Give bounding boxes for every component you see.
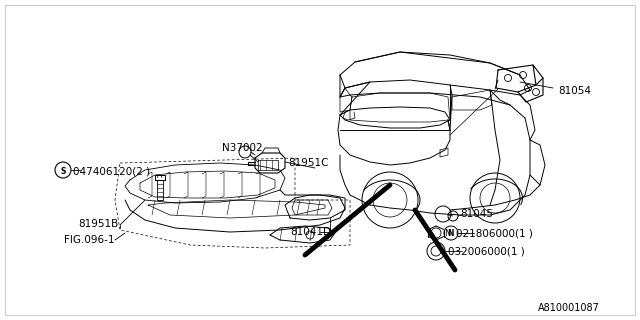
Text: N: N [448, 229, 454, 238]
Text: A810001087: A810001087 [538, 303, 600, 313]
Text: 81951C: 81951C [288, 158, 328, 168]
Text: 047406120(2 ): 047406120(2 ) [73, 166, 150, 176]
Text: 81045: 81045 [460, 209, 493, 219]
Text: 021806000(1 ): 021806000(1 ) [456, 229, 533, 239]
Text: S: S [60, 166, 66, 175]
Text: 81054: 81054 [558, 86, 591, 96]
Text: N37002: N37002 [222, 143, 262, 153]
Text: N: N [444, 229, 451, 238]
Text: FIG.096-1: FIG.096-1 [64, 235, 115, 245]
Text: 81041D: 81041D [290, 227, 331, 237]
Text: 81951B: 81951B [78, 219, 118, 229]
Text: 032006000(1 ): 032006000(1 ) [448, 247, 525, 257]
